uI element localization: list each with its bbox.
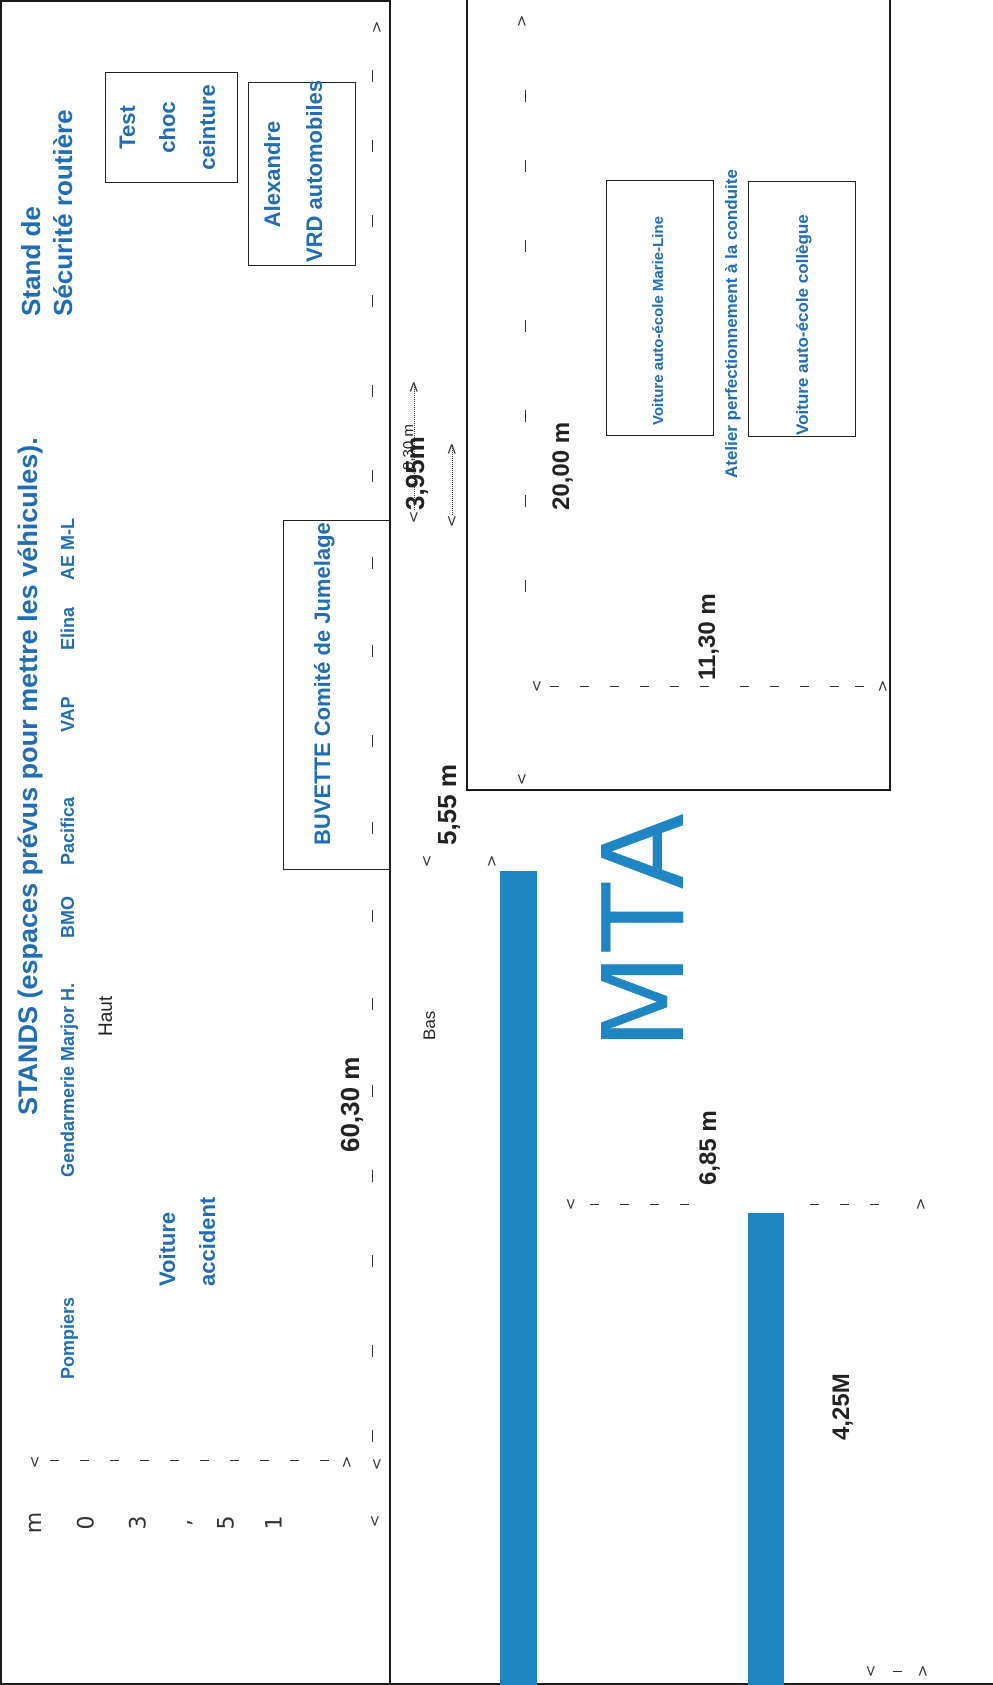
dimension-4-25-label: 4,25M [828, 1373, 855, 1440]
outer-border-bottom [0, 1683, 993, 1685]
atelier-border-right [889, 0, 891, 791]
dimension-8-30-arrow [414, 385, 416, 510]
buvette-label: BUVETTE Comité de Jumelage [310, 522, 335, 845]
arrow-head-icon: < [527, 679, 546, 693]
arrow-head-icon: < [861, 1664, 880, 1678]
outer-border-left [0, 0, 2, 1685]
stand-label-pompiers: Pompiers [58, 1296, 78, 1379]
mta-bar-left [500, 871, 537, 1685]
test-choc-box [105, 72, 238, 183]
dimension-4-25-dash [893, 1671, 902, 1672]
voiture-collegue-label: Voiture auto-école collègue [793, 214, 812, 435]
stand-label-bmo: BMO [58, 896, 78, 938]
securite-title: Stand de Sécurité routière [16, 109, 78, 316]
arrow-head-icon: > [482, 854, 501, 868]
stand-label-elina: Elina [58, 606, 78, 650]
arrow-head-icon: < [367, 1457, 386, 1471]
bas-label: Bas [420, 1010, 439, 1040]
voiture-marie-line-label: Voiture auto-école Marie-Line [650, 216, 667, 425]
gap-marker [0, 518, 2, 538]
atelier-border-left [466, 0, 468, 790]
arrow-head-icon: > [913, 1664, 932, 1678]
arrow-head-icon: > [337, 1455, 356, 1469]
securite-border [0, 352, 2, 370]
dimension-15-30-m: m 0 3 , 5 1 [22, 1511, 288, 1534]
arrow-head-icon: < [512, 772, 531, 786]
dimension-20-00-label: 20,00 m [548, 421, 575, 510]
dimension-5-55-label: 5,55 m [432, 764, 462, 845]
arrow-head-icon: > [512, 14, 531, 28]
securite-stand-left-edge [0, 0, 390, 2]
arrow-head-icon: > [873, 679, 892, 693]
dimension-6-85-label: 6,85 m [695, 1110, 722, 1185]
buvette-box [283, 520, 391, 870]
arrow-head-icon: > [367, 20, 386, 34]
dimension-11-30-label: 11,30 m [694, 593, 721, 680]
atelier-border-bottom [466, 789, 891, 791]
mta-bar-right [748, 1213, 784, 1685]
stand-label-pacifica: Pacifica [58, 796, 78, 865]
stands-title: STANDS (espaces prévus pour mettre les v… [13, 437, 43, 1115]
arrow-head-icon: < [404, 510, 423, 524]
alexandre-label: Alexandre VRD automobiles [260, 79, 327, 262]
arrow-head-icon: > [404, 380, 423, 394]
haut-label: Haut [96, 995, 117, 1036]
atelier-label: Atelier perfectionnement à la conduite [722, 169, 741, 478]
arrow-head-icon: < [25, 1455, 44, 1469]
arrow-head-icon: > [442, 442, 461, 456]
dimension-60-30-label: 60,30 m [335, 1056, 365, 1152]
mta-label: MTA [580, 811, 710, 1050]
voiture-accident-label: Voiture accident [155, 1196, 220, 1286]
arrow-head-icon: < [561, 1197, 580, 1211]
arrow-head-icon: < [365, 1514, 384, 1528]
alexandre-box [248, 82, 356, 266]
test-choc-label: Test choc ceinture [115, 84, 220, 170]
arrow-head-icon: < [417, 854, 436, 868]
arrow-head-icon: > [911, 1197, 930, 1211]
stand-label-gendarmerie: Gendarmerie Marjor H. [58, 982, 78, 1177]
dimension-3-95-label: 3,95m [400, 436, 430, 510]
voiture-marie-line-box [606, 180, 714, 436]
stand-label-ae-ml: AE M-L [58, 518, 78, 580]
stand-label-vap: VAP [58, 696, 78, 732]
arrow-head-icon: < [442, 514, 461, 528]
voiture-collegue-box [748, 181, 856, 437]
dimension-3-95-arrow [452, 445, 454, 515]
